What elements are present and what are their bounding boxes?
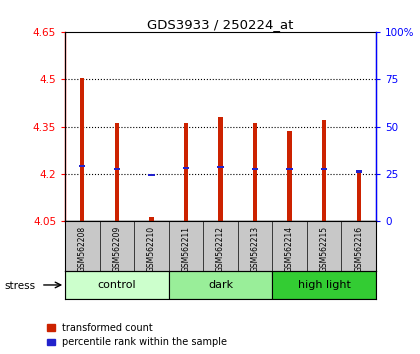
Bar <box>218 166 223 168</box>
Text: dark: dark <box>208 280 233 290</box>
Bar <box>288 131 291 221</box>
Bar <box>114 168 120 170</box>
Text: GSM562208: GSM562208 <box>78 226 87 272</box>
Text: high light: high light <box>298 280 351 290</box>
Bar <box>148 173 155 176</box>
Text: GSM562211: GSM562211 <box>181 226 190 272</box>
Bar <box>184 124 188 221</box>
Bar <box>115 124 119 221</box>
Bar <box>252 168 258 170</box>
Bar <box>286 168 293 170</box>
Bar <box>79 165 86 167</box>
Text: control: control <box>97 280 136 290</box>
Text: GSM562216: GSM562216 <box>354 226 363 272</box>
Bar <box>322 120 326 221</box>
Text: stress: stress <box>4 281 35 291</box>
Text: GSM562213: GSM562213 <box>251 226 260 272</box>
Bar <box>65 271 169 299</box>
Bar <box>357 171 361 221</box>
Text: GSM562212: GSM562212 <box>216 226 225 272</box>
Bar <box>355 170 362 173</box>
Text: GSM562215: GSM562215 <box>320 226 328 272</box>
Bar <box>272 271 376 299</box>
Bar <box>169 271 272 299</box>
Bar <box>253 124 257 221</box>
Text: GSM562210: GSM562210 <box>147 226 156 272</box>
Title: GDS3933 / 250224_at: GDS3933 / 250224_at <box>147 18 294 31</box>
Bar <box>321 168 327 170</box>
Legend: transformed count, percentile rank within the sample: transformed count, percentile rank withi… <box>47 322 227 347</box>
Bar <box>183 167 189 170</box>
Text: GSM562209: GSM562209 <box>113 226 121 273</box>
Bar <box>150 217 153 221</box>
Bar <box>218 117 223 221</box>
Text: GSM562214: GSM562214 <box>285 226 294 272</box>
Bar <box>80 78 84 221</box>
